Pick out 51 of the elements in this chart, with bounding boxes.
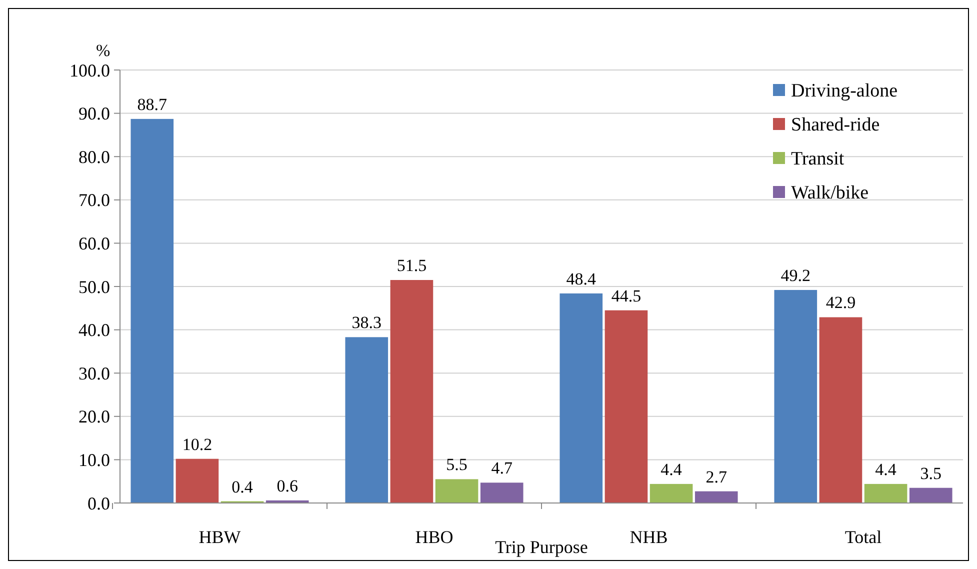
x-tick-label: NHB <box>630 527 668 547</box>
bar <box>560 293 603 503</box>
bar <box>909 488 952 503</box>
data-label: 4.7 <box>491 458 513 478</box>
y-tick-label: 30.0 <box>78 363 110 384</box>
data-label: 3.5 <box>920 464 942 483</box>
y-tick-label: 100.0 <box>70 60 110 80</box>
y-tick-label: 90.0 <box>78 104 110 124</box>
bar <box>130 118 174 503</box>
legend-label: Driving-alone <box>791 80 898 102</box>
bar <box>650 484 693 503</box>
y-tick-label: 20.0 <box>78 406 110 427</box>
y-tick-label: 50.0 <box>78 276 110 297</box>
bar <box>774 290 818 503</box>
data-label: 49.2 <box>780 266 811 285</box>
data-label: 2.7 <box>706 467 728 486</box>
legend-label: Walk/bike <box>791 182 869 204</box>
x-tick-label: HBW <box>198 527 241 547</box>
x-tick-label: HBO <box>415 527 454 547</box>
bar <box>864 484 908 503</box>
legend-label: Transit <box>791 148 845 170</box>
bar <box>345 337 388 503</box>
data-label: 4.4 <box>875 460 897 479</box>
y-tick-label: 80.0 <box>78 146 110 167</box>
data-label: 44.5 <box>611 286 642 306</box>
bar <box>819 317 862 503</box>
x-axis-title: Trip Purpose <box>495 537 588 557</box>
data-label: 4.4 <box>660 460 682 479</box>
bar <box>694 491 738 503</box>
data-label: 0.4 <box>232 477 254 496</box>
bar <box>176 458 219 503</box>
y-tick-label: 10.0 <box>78 450 110 470</box>
data-label: 0.6 <box>276 476 298 496</box>
bar <box>435 479 478 503</box>
y-tick-label: 0.0 <box>88 493 110 514</box>
bar <box>480 482 524 503</box>
legend-label: Shared-ride <box>791 114 880 136</box>
y-tick-label: 60.0 <box>78 234 110 254</box>
data-label: 88.7 <box>137 94 168 114</box>
y-axis-title: % <box>96 41 110 60</box>
data-label: 5.5 <box>446 455 468 474</box>
data-label: 10.2 <box>182 434 212 454</box>
y-tick-label: 40.0 <box>78 320 110 340</box>
data-label: 38.3 <box>352 313 382 332</box>
data-label: 51.5 <box>396 256 427 276</box>
data-label: 48.4 <box>566 269 597 288</box>
x-tick-label: Total <box>844 527 882 547</box>
bar <box>604 310 648 503</box>
y-tick-label: 70.0 <box>78 190 110 210</box>
data-label: 42.9 <box>826 293 856 312</box>
bar <box>390 280 434 503</box>
